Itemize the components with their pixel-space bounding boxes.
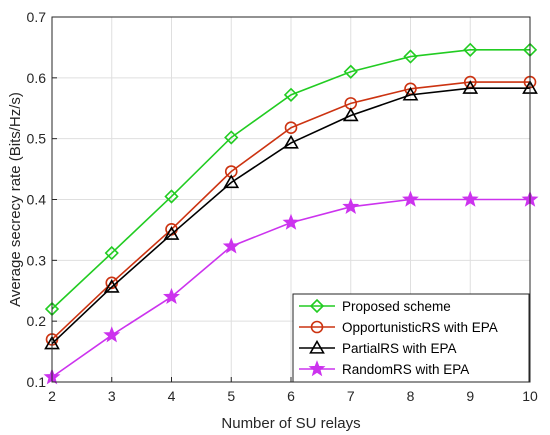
x-tick-label: 3 (108, 388, 116, 404)
data-point (462, 80, 479, 94)
legend-label: Proposed scheme (342, 299, 451, 314)
legend-label: PartialRS with EPA (342, 341, 457, 356)
series-line (51, 87, 530, 345)
data-point (463, 42, 478, 57)
data-point (282, 213, 300, 230)
legend-marker (309, 339, 325, 354)
data-point (283, 134, 299, 149)
x-tick-label: 8 (407, 388, 415, 404)
y-tick-label: 0.3 (27, 252, 47, 268)
y-tick-label: 0.2 (27, 313, 47, 329)
data-point (163, 226, 180, 240)
legend-item: Proposed scheme (299, 298, 451, 314)
axis-ticks: 2 3 4 5 6 7 8 9 10 0.1 0.2 0.3 0.4 0.5 0.6 0.7 (27, 9, 538, 404)
data-point (284, 121, 298, 135)
legend-marker (308, 360, 326, 377)
data-point (103, 278, 120, 293)
x-tick-label: 2 (48, 388, 56, 404)
legend-label: RandomRS with EPA (342, 362, 469, 377)
series-line (51, 81, 530, 341)
data-point (103, 326, 121, 343)
legend-marker (310, 320, 324, 334)
y-axis-label: Average secrecy rate (Bits/Hz/s) (7, 92, 24, 307)
data-point (402, 86, 419, 101)
x-tick-label: 6 (287, 388, 295, 404)
legend-box (292, 293, 530, 383)
series-line (51, 49, 530, 310)
legend-marker (309, 298, 325, 314)
data-point (223, 174, 240, 189)
x-tick-label: 4 (168, 388, 176, 404)
data-point (342, 197, 360, 215)
x-tick-label: 7 (347, 388, 355, 404)
y-tick-label: 0.7 (27, 9, 47, 25)
legend-item: RandomRS with EPA (299, 360, 469, 377)
y-tick-label: 0.4 (27, 192, 47, 208)
y-tick-label: 0.6 (27, 70, 47, 86)
x-tick-label: 9 (466, 388, 474, 404)
legend: Proposed scheme OpportunisticRS with EPA P… (292, 293, 530, 383)
data-point (164, 189, 179, 204)
data-point (224, 130, 239, 145)
data-point (343, 64, 358, 79)
data-point (283, 87, 299, 102)
legend-item: PartialRS with EPA (299, 339, 457, 356)
data-point (222, 237, 240, 254)
y-tick-label: 0.5 (27, 131, 47, 147)
series-3 (43, 190, 539, 385)
data-point (461, 190, 479, 207)
x-tick-label: 5 (227, 388, 235, 404)
data-point (342, 107, 359, 122)
y-tick-label: 0.1 (27, 374, 47, 390)
data-point (104, 245, 119, 261)
data-point (163, 287, 180, 305)
legend-label: OpportunisticRS with EPA (342, 320, 498, 335)
x-tick-label: 10 (522, 388, 538, 404)
data-point (403, 49, 418, 64)
legend-item: OpportunisticRS with EPA (299, 320, 498, 335)
x-axis-label: Number of SU relays (221, 415, 360, 432)
plot-frame (51, 16, 531, 383)
data-point (402, 190, 419, 207)
